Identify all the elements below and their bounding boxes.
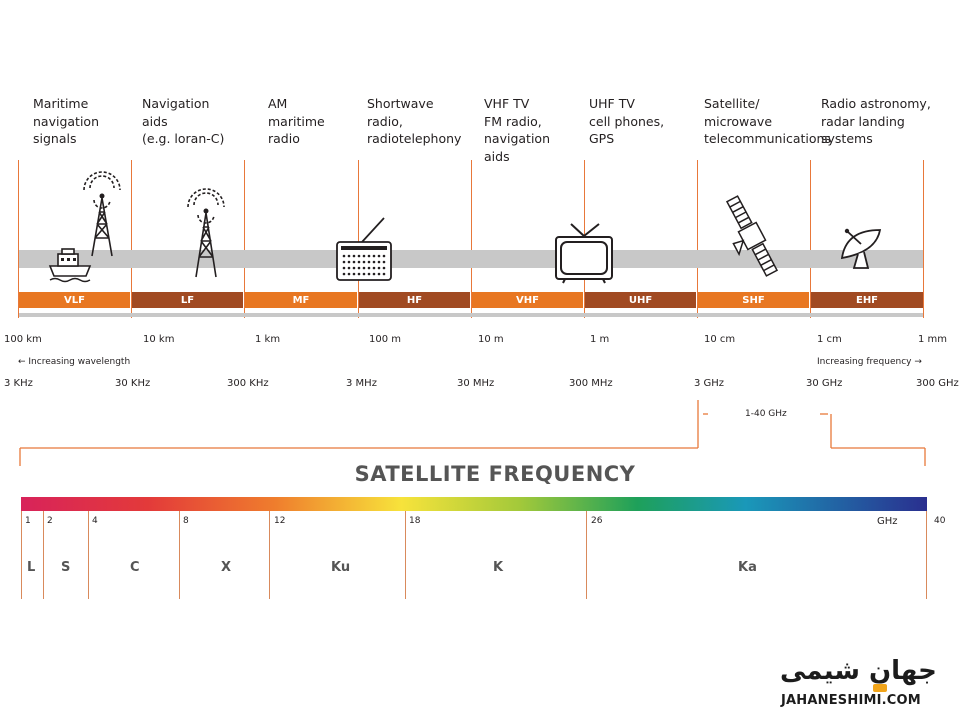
ghz-tick-label: 4: [92, 516, 98, 526]
band-divider: [358, 160, 359, 318]
increasing-wavelength-label: ← Increasing wavelength: [18, 357, 131, 367]
frequency-label: 30 KHz: [115, 378, 151, 389]
frequency-label: 300 GHz: [916, 378, 959, 389]
application-label-vhf: VHF TV FM radio, navigation aids: [484, 96, 550, 164]
band-boundary: [88, 511, 89, 599]
application-label-lf: Navigation aids (e.g. loran-C): [142, 96, 225, 146]
spectrum-bar: [19, 250, 923, 268]
satellite-range-bracket: [19, 400, 926, 466]
application-label-ehf: Radio astronomy, radar landing systems: [821, 96, 931, 146]
television-icon: [555, 223, 613, 284]
divider-line: [19, 313, 923, 317]
wavelength-label: 10 cm: [704, 334, 736, 345]
application-label-vlf: Maritime navigation signals: [33, 96, 99, 146]
band-boundary: [405, 511, 406, 599]
band-boundary: [21, 511, 22, 599]
radio-icon: [336, 217, 392, 281]
sat-band-c: C: [130, 560, 140, 575]
sat-band-ku: Ku: [331, 560, 351, 575]
band-divider: [18, 160, 19, 318]
ghz-tick-label: 40: [934, 516, 946, 526]
band-vhf: VHF: [472, 292, 583, 308]
frequency-label: 3 MHz: [346, 378, 377, 389]
application-label-uhf: UHF TV cell phones, GPS: [589, 96, 665, 146]
band-ehf: EHF: [811, 292, 923, 308]
band-shf: SHF: [698, 292, 809, 308]
frequency-label: 30 MHz: [457, 378, 495, 389]
frequency-label: 30 GHz: [806, 378, 843, 389]
sat-band-k: K: [493, 560, 504, 575]
wavelength-label: 1 km: [255, 334, 281, 345]
logo-persian: جهان شیمی: [780, 656, 937, 686]
sat-band-x: X: [221, 560, 232, 575]
frequency-label: 300 KHz: [227, 378, 269, 389]
band-divider: [697, 160, 698, 318]
band-divider: [810, 160, 811, 318]
band-boundary: [179, 511, 180, 599]
wavelength-label: 10 km: [143, 334, 175, 345]
frequency-label: 300 MHz: [569, 378, 613, 389]
band-mf: MF: [245, 292, 357, 308]
increasing-frequency-label: Increasing frequency →: [817, 357, 922, 367]
ghz-tick-label: 8: [183, 516, 189, 526]
radio-tower-icon: [187, 188, 225, 278]
satellite-icon: [725, 195, 779, 277]
frequency-label: 3 KHz: [4, 378, 33, 389]
ghz-tick-label: 26: [591, 516, 603, 526]
band-boundary: [586, 511, 587, 599]
sat-band-l: L: [27, 560, 36, 575]
band-boundary: [43, 511, 44, 599]
band-uhf: UHF: [585, 292, 696, 308]
band-boundary: [269, 511, 270, 599]
ship-icon: [48, 171, 121, 283]
application-label-shf: Satellite/ microwave telecommunications: [704, 96, 831, 146]
logo-accent: [873, 684, 887, 692]
frequency-gradient-bar: [21, 497, 927, 511]
frequency-label: 3 GHz: [694, 378, 725, 389]
satellite-range-label: 1-40 GHz: [745, 409, 787, 419]
wavelength-label: 1 cm: [817, 334, 842, 345]
sat-band-ka: Ka: [738, 560, 757, 575]
band-lf: LF: [132, 292, 243, 308]
ghz-unit-label: GHz: [877, 516, 898, 527]
ghz-tick-label: 12: [274, 516, 286, 526]
satellite-dish-icon: [840, 228, 882, 269]
wavelength-label: 100 km: [4, 334, 42, 345]
sat-band-s: S: [61, 560, 71, 575]
band-divider: [923, 160, 924, 318]
ghz-tick-label: 2: [47, 516, 53, 526]
logo-english: JAHANESHIMI.COM: [781, 693, 921, 708]
band-vlf: VLF: [19, 292, 130, 308]
band-boundary: [926, 511, 927, 599]
wavelength-label: 10 m: [478, 334, 504, 345]
satellite-frequency-title: SATELLITE FREQUENCY: [354, 462, 636, 486]
band-hf: HF: [359, 292, 470, 308]
application-label-hf: Shortwave radio, radiotelephony: [367, 96, 462, 146]
band-divider: [244, 160, 245, 318]
application-label-mf: AM maritime radio: [268, 96, 325, 146]
wavelength-label: 1 m: [590, 334, 610, 345]
ghz-tick-label: 18: [409, 516, 421, 526]
band-divider: [471, 160, 472, 318]
wavelength-label: 100 m: [369, 334, 402, 345]
ghz-tick-label: 1: [25, 516, 31, 526]
wavelength-label: 1 mm: [918, 334, 948, 345]
band-divider: [131, 160, 132, 318]
